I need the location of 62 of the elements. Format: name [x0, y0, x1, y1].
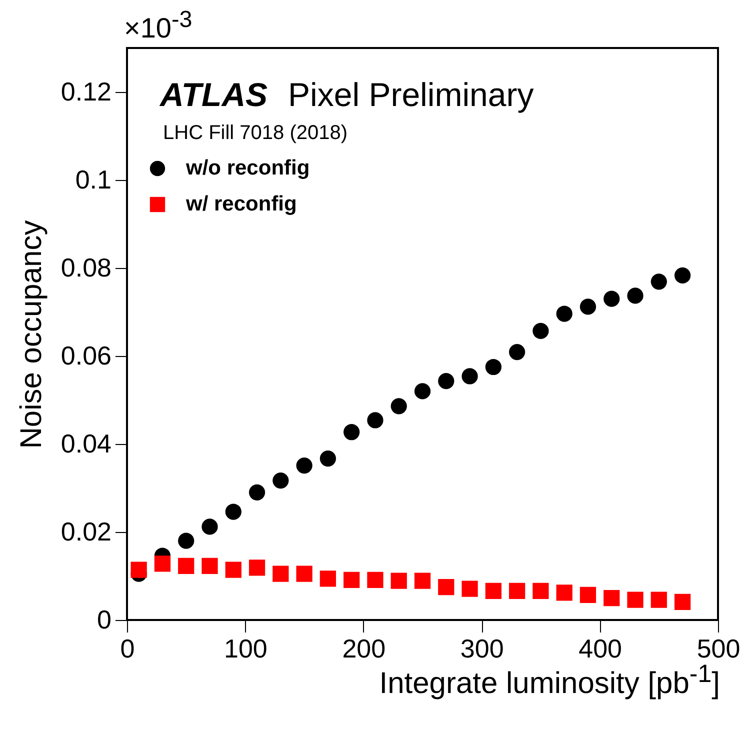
point: [130, 562, 147, 578]
point: [604, 290, 620, 307]
text: ×10$^{-3}$: [124, 6, 192, 44]
y-tick-label: 0: [97, 604, 112, 634]
point: [509, 582, 526, 600]
point: [674, 267, 691, 284]
point: [390, 398, 407, 414]
point: [248, 560, 266, 576]
point: [344, 572, 360, 588]
point: [344, 424, 360, 440]
point: [674, 594, 691, 610]
point: [414, 383, 431, 400]
point: [296, 458, 312, 474]
point: [650, 274, 667, 290]
point: [202, 518, 218, 535]
point: [604, 590, 620, 606]
y-axis-title: Noise occupancy: [14, 220, 48, 449]
annotation: ATLAS: [160, 76, 268, 113]
point: [627, 288, 644, 304]
y-tick-label: 0.1: [75, 164, 112, 194]
annotation: LHC Fill 7018 (2018): [163, 122, 348, 144]
point: [202, 558, 218, 574]
point: [438, 373, 454, 390]
legend-label: w/o reconfig: [185, 156, 310, 180]
y-tick-label: 0.04: [60, 428, 112, 458]
point: [367, 572, 384, 588]
point: [154, 556, 171, 572]
y-tick-label: 0.06: [60, 340, 112, 370]
point: [390, 572, 407, 589]
point: [485, 582, 502, 600]
y-tick-label: 0.08: [60, 252, 112, 282]
point: [320, 450, 336, 467]
point: [509, 344, 526, 360]
point: [225, 504, 242, 520]
point: [296, 566, 312, 582]
point: [248, 484, 266, 500]
point: [438, 578, 454, 596]
y-tick-label: 0.12: [60, 76, 112, 106]
legend-label: w/ reconfig: [185, 192, 297, 216]
y-tick-label: 0.02: [60, 516, 112, 546]
x-tick-label: 0: [120, 634, 135, 664]
point: [414, 572, 431, 589]
point: [650, 592, 667, 608]
point: [580, 298, 596, 315]
point: [272, 566, 289, 582]
point: [178, 558, 194, 574]
point: [556, 584, 572, 601]
point: [320, 570, 336, 587]
point: [580, 586, 596, 603]
point: [367, 412, 384, 428]
point: [462, 580, 478, 597]
annotation: Pixel Preliminary: [288, 76, 534, 113]
point: [532, 322, 549, 339]
point: [462, 368, 478, 384]
x-tick-label: 100: [224, 634, 268, 664]
point: [532, 582, 549, 600]
point: [556, 306, 572, 322]
point: [178, 532, 194, 549]
point: [225, 562, 242, 578]
point: [485, 358, 502, 376]
point: [627, 592, 644, 608]
point: [272, 472, 289, 489]
